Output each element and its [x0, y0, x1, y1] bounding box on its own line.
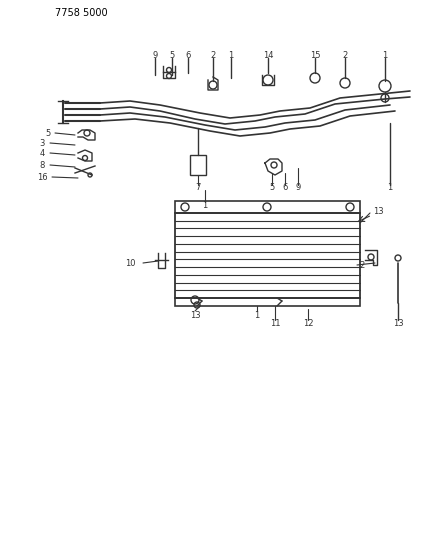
Bar: [190, 155, 206, 175]
Bar: [175, 213, 360, 298]
Text: 9: 9: [152, 51, 158, 60]
Text: 13: 13: [392, 319, 403, 327]
Text: 4: 4: [39, 149, 45, 157]
Text: 1: 1: [202, 200, 208, 209]
Text: 13: 13: [373, 206, 383, 215]
Text: 8: 8: [39, 160, 45, 169]
Bar: [175, 298, 360, 306]
Text: 14: 14: [263, 51, 273, 60]
Bar: [175, 201, 360, 213]
Text: 2: 2: [360, 261, 365, 270]
Text: 1: 1: [229, 51, 234, 60]
Text: 7758 5000: 7758 5000: [55, 8, 107, 18]
Text: 11: 11: [270, 319, 280, 327]
Text: 5: 5: [269, 183, 275, 192]
Text: 5: 5: [169, 51, 175, 60]
Text: 9: 9: [295, 183, 300, 192]
Text: 6: 6: [185, 51, 191, 60]
Text: 1: 1: [382, 51, 388, 60]
Text: 1: 1: [387, 183, 392, 192]
Text: 2: 2: [211, 51, 216, 60]
Text: 15: 15: [310, 51, 320, 60]
Text: 10: 10: [125, 259, 135, 268]
Text: 2: 2: [342, 51, 348, 60]
Text: 3: 3: [39, 139, 45, 148]
Text: 6: 6: [282, 183, 288, 192]
Text: 1: 1: [254, 311, 260, 319]
Text: 13: 13: [190, 311, 200, 319]
Text: 7: 7: [195, 183, 201, 192]
Text: 5: 5: [45, 128, 51, 138]
Text: 16: 16: [37, 173, 48, 182]
Text: 12: 12: [303, 319, 313, 327]
